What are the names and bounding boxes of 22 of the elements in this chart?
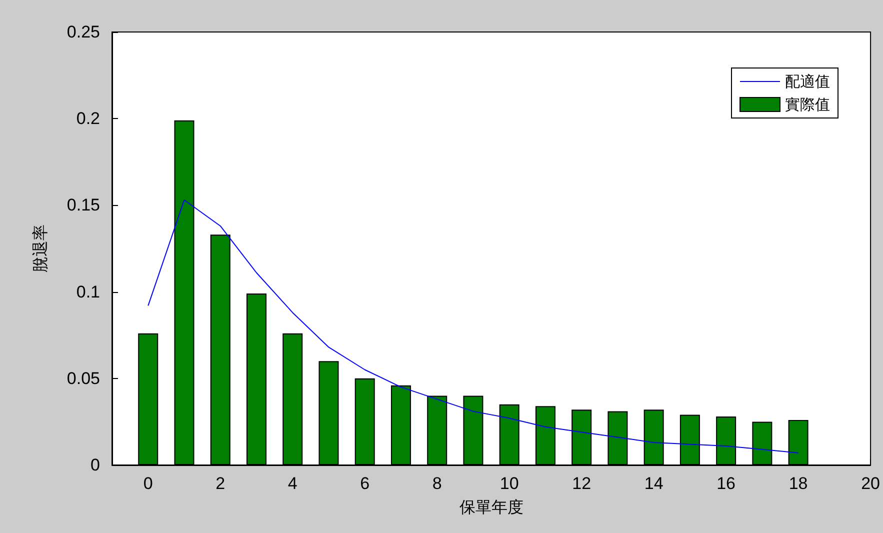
x-tick-label: 10 [500,474,519,493]
y-tick-label: 0.15 [66,196,100,215]
legend-label: 實際值 [785,96,830,114]
x-tick-label: 0 [143,474,153,493]
y-tick-label: 0.1 [76,282,100,302]
x-tick-label: 18 [788,474,808,493]
x-tick-label: 14 [644,474,664,493]
x-tick-label: 20 [861,474,880,493]
x-tick-label: 12 [572,474,592,493]
y-tick-label: 0 [90,456,100,474]
x-tick-label: 6 [360,474,370,493]
x-tick-label: 8 [432,474,442,493]
legend-label: 配適值 [785,72,830,90]
x-tick-label: 2 [216,474,226,493]
x-axis-title: 保單年度 [459,498,524,516]
x-tick-label: 4 [288,474,298,493]
y-axis-title: 脫退率 [30,224,50,272]
x-tick-label: 16 [716,474,736,493]
y-tick-label: 0.25 [66,22,100,42]
y-tick-label: 0.2 [76,109,100,128]
line-series [148,200,799,454]
y-tick-label: 0.05 [66,368,100,388]
